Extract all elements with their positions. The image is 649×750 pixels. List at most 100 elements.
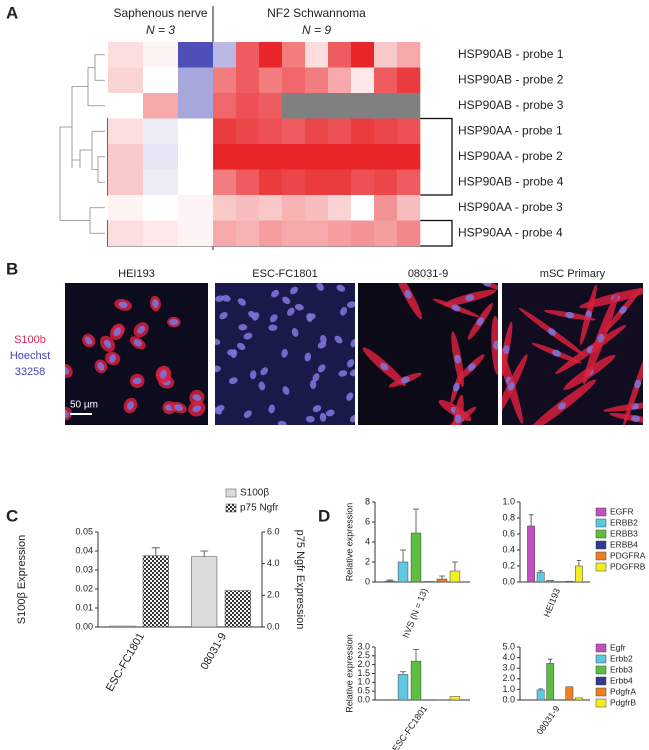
y-tick-label: 0.05 (75, 526, 93, 536)
nucleus (336, 284, 346, 292)
heatmap-cell (108, 169, 144, 196)
bar (191, 556, 218, 628)
heatmap-cell (282, 169, 306, 196)
y-tick-label: 1.0 (502, 496, 515, 506)
nucleus (65, 409, 69, 418)
micrograph (65, 283, 208, 425)
row-label: HSP90AB - probe 3 (458, 98, 564, 112)
nucleus (215, 338, 221, 346)
heatmap-cell (305, 42, 329, 68)
nucleus (465, 294, 475, 302)
stain-label: Hoechst (10, 350, 50, 362)
heatmap-cell (351, 169, 375, 196)
heatmap-cell (397, 220, 421, 247)
heatmap-cell (259, 118, 283, 145)
legend-swatch (595, 507, 607, 517)
heatmap-cell (259, 93, 283, 119)
heatmap-cell (143, 93, 179, 119)
y2-tick-label: 6.0 (267, 526, 280, 536)
heatmap-cell (282, 42, 306, 68)
row-label: HSP90AA - probe 1 (458, 123, 563, 137)
heatmap-cell (213, 220, 237, 247)
nucleus (287, 307, 295, 316)
scale-bar-label: 50 µm (70, 400, 98, 411)
heatmap-cell (328, 169, 352, 196)
bar (565, 580, 574, 583)
nucleus (228, 377, 238, 385)
heatmap-cell (178, 118, 214, 145)
heatmap-cell (305, 220, 329, 247)
stain-label: 33258 (15, 366, 46, 378)
error-bar (538, 570, 543, 573)
nucleus (338, 370, 348, 377)
y2-tick-label: 2.0 (267, 590, 280, 600)
heatmap-cell (259, 220, 283, 247)
nucleus (109, 354, 116, 363)
error-bar (451, 561, 458, 571)
nucleus (290, 286, 298, 295)
heatmap-cell (259, 67, 283, 94)
row-label: HSP90AB - probe 1 (458, 47, 564, 61)
nucleus (304, 352, 312, 362)
nucleus (319, 412, 327, 422)
nucleus (230, 349, 238, 359)
group-label: Saphenous nerve (113, 6, 207, 20)
heatmap-cell (213, 93, 237, 119)
nucleus (346, 392, 354, 401)
nucleus (312, 373, 320, 382)
nucleus (281, 348, 288, 358)
legend-swatch (595, 643, 607, 653)
nucleus (305, 415, 315, 423)
nucleus (347, 359, 355, 368)
bar (410, 660, 422, 701)
y-tick-label: 1.0 (357, 677, 370, 687)
bar (536, 689, 545, 701)
heatmap-cell (178, 144, 214, 170)
nucleus (552, 349, 561, 357)
x-tick-label: ESC-FC1801 (390, 704, 429, 750)
heatmap-cell (397, 42, 421, 68)
heatmap-cell (178, 220, 214, 247)
nucleus (380, 362, 389, 371)
heatmap-cell (374, 195, 398, 221)
nucleus (249, 370, 257, 380)
image-title: HEI193 (118, 268, 155, 280)
heatmap-cell (305, 169, 329, 196)
bar (449, 696, 461, 701)
bar (536, 572, 545, 583)
heatmap-cell (282, 118, 306, 145)
nucleus (312, 405, 322, 413)
bar (546, 663, 555, 701)
panel-letter: D (318, 506, 330, 525)
y-tick-label: 4.0 (502, 652, 515, 662)
nucleus (325, 409, 335, 417)
legend-label: PDGFRB (610, 561, 646, 571)
y-tick-label: 0.03 (75, 564, 93, 574)
legend-swatch (595, 654, 607, 664)
nucleus (103, 339, 112, 348)
nucleus (84, 336, 93, 345)
y-tick-label: 0.02 (75, 583, 93, 593)
heatmap-cell (374, 67, 398, 94)
y-tick-label: 1.5 (357, 668, 370, 678)
heatmap-cell (143, 42, 179, 68)
dendrogram (59, 54, 105, 234)
legend-swatch (595, 665, 607, 675)
group-count: N = 3 (146, 23, 175, 37)
heatmap-cell (328, 67, 352, 94)
legend-swatch (225, 503, 237, 513)
heatmap-cell (259, 42, 283, 68)
panel-letter: C (6, 506, 18, 525)
nucleus (350, 414, 355, 423)
y-tick-label: 3.0 (357, 641, 370, 651)
y2-tick-label: 0.0 (267, 621, 280, 631)
nucleus (282, 386, 290, 395)
error-bar (528, 514, 534, 526)
nucleus (320, 334, 327, 344)
nucleus (260, 367, 269, 376)
bar (410, 532, 422, 583)
heatmap-cell (374, 42, 398, 68)
stain-label: S100b (14, 334, 46, 346)
micrograph (502, 283, 643, 425)
legend-swatch (595, 540, 607, 550)
